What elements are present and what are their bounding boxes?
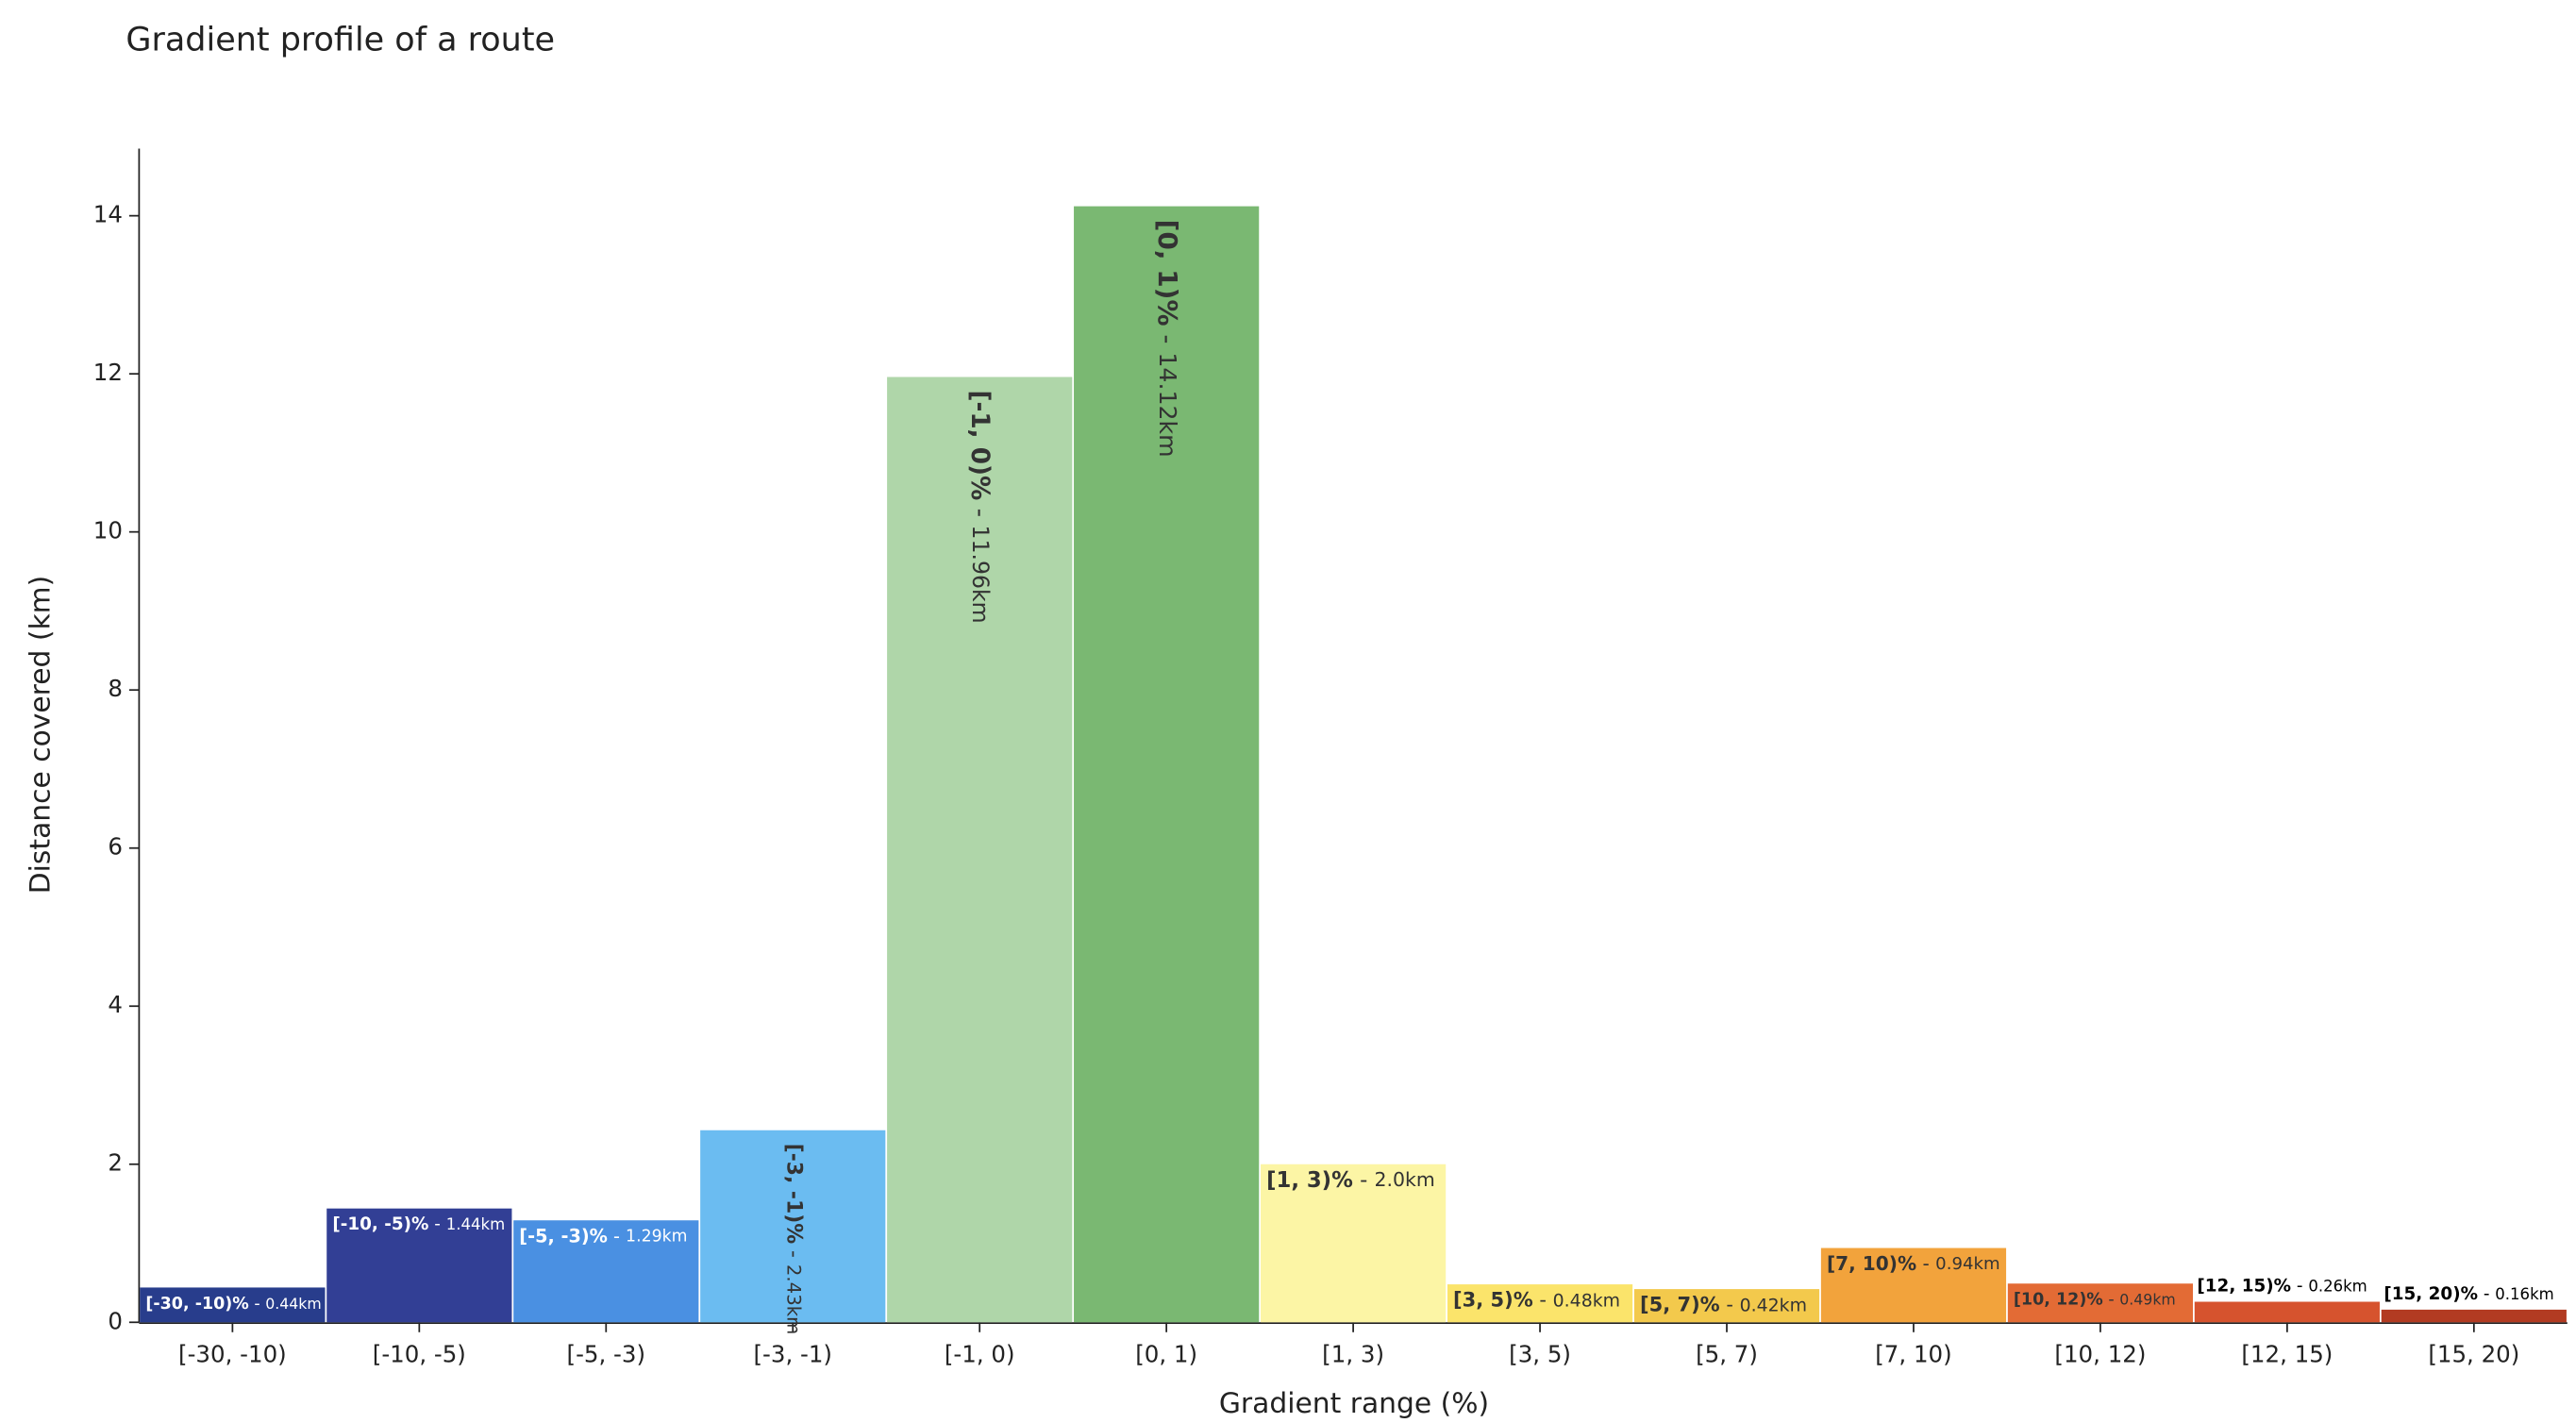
data-label: [3, 5)% - 0.48km xyxy=(1453,1289,1620,1312)
x-tick-label: [-30, -10) xyxy=(178,1340,287,1367)
data-label-separator: - xyxy=(781,1244,805,1264)
data-label-range: [0, 1)% xyxy=(1152,220,1183,326)
data-label-range: [-5, -3)% xyxy=(519,1225,608,1247)
data-label-range: [5, 7)% xyxy=(1640,1294,1720,1316)
data-label-value: 0.48km xyxy=(1553,1290,1620,1311)
data-label-separator: - xyxy=(1152,326,1183,353)
data-label: [5, 7)% - 0.42km xyxy=(1640,1294,1807,1316)
data-label: [15, 20)% - 0.16km xyxy=(2384,1284,2553,1304)
data-label: [1, 3)% - 2.0km xyxy=(1266,1168,1435,1193)
data-label: [-30, -10)% - 0.44km xyxy=(145,1294,321,1314)
data-label-separator: - xyxy=(2103,1291,2119,1310)
data-label-separator: - xyxy=(1533,1289,1553,1312)
data-label-range: [-30, -10)% xyxy=(145,1295,248,1314)
y-tick-label: 10 xyxy=(93,517,123,544)
data-label-separator: - xyxy=(1916,1252,1935,1275)
data-label-value: 0.16km xyxy=(2495,1285,2553,1303)
data-label-range: [12, 15)% xyxy=(2197,1277,2291,1297)
data-label-range: [3, 5)% xyxy=(1453,1289,1533,1312)
bar xyxy=(2194,1301,2380,1323)
y-axis-title: Distance covered (km) xyxy=(25,576,58,894)
y-tick-label: 2 xyxy=(108,1149,123,1177)
y-tick-label: 6 xyxy=(108,833,123,861)
data-label-range: [-1, 0)% xyxy=(966,391,995,501)
bar xyxy=(326,1208,512,1323)
data-label-value: 0.44km xyxy=(265,1294,321,1312)
data-label-value: 11.96km xyxy=(968,525,995,623)
bar xyxy=(1074,206,1260,1323)
x-axis-title: Gradient range (%) xyxy=(1219,1387,1489,1420)
data-label-value: 0.42km xyxy=(1740,1295,1807,1315)
data-label-separator: - xyxy=(249,1295,265,1314)
y-tick-label: 12 xyxy=(93,359,123,386)
data-label-range: [7, 10)% xyxy=(1827,1252,1916,1275)
data-label-value: 2.0km xyxy=(1375,1168,1435,1191)
x-tick-label: [15, 20) xyxy=(2428,1340,2519,1367)
data-label-range: [-10, -5)% xyxy=(332,1214,428,1234)
bar xyxy=(513,1220,699,1323)
x-tick-label: [10, 12) xyxy=(2054,1340,2146,1367)
data-label: [10, 12)% - 0.49km xyxy=(2014,1290,2176,1310)
bar xyxy=(2381,1309,2567,1323)
data-label-separator: - xyxy=(1353,1168,1375,1193)
x-tick-label: [0, 1) xyxy=(1135,1340,1197,1367)
data-label-separator: - xyxy=(1720,1294,1740,1316)
data-label-value: 0.94km xyxy=(1935,1254,1999,1274)
bar xyxy=(2007,1283,2194,1323)
x-tick-label: [5, 7) xyxy=(1696,1340,1758,1367)
data-label: [-5, -3)% - 1.29km xyxy=(519,1225,687,1247)
bar xyxy=(887,377,1073,1323)
x-tick-label: [3, 5) xyxy=(1509,1340,1571,1367)
bar xyxy=(1261,1164,1447,1323)
bar xyxy=(700,1130,886,1323)
data-label-separator: - xyxy=(428,1214,445,1234)
data-label-separator: - xyxy=(2291,1277,2308,1297)
chart-title: Gradient profile of a route xyxy=(125,22,555,59)
data-label: [7, 10)% - 0.94km xyxy=(1827,1252,2000,1275)
data-label-value: 1.29km xyxy=(626,1228,687,1247)
data-label: [-1, 0)% - 11.96km xyxy=(966,391,995,624)
data-label: [0, 1)% - 14.12km xyxy=(1152,220,1183,458)
data-label-range: [-3, -1)% xyxy=(781,1144,805,1244)
data-label-separator: - xyxy=(608,1225,626,1247)
x-tick-label: [-10, -5) xyxy=(373,1340,466,1367)
y-tick-label: 4 xyxy=(108,991,123,1018)
data-label-range: [1, 3)% xyxy=(1266,1168,1353,1193)
y-tick-label: 8 xyxy=(108,675,123,702)
y-tick-label: 14 xyxy=(93,201,123,228)
data-label: [-10, -5)% - 1.44km xyxy=(332,1214,505,1234)
bar xyxy=(140,1287,326,1323)
data-label-value: 14.12km xyxy=(1154,352,1181,457)
data-label: [-3, -1)% - 2.43km xyxy=(781,1144,805,1335)
data-label-range: [15, 20)% xyxy=(2384,1284,2478,1304)
x-tick-label: [12, 15) xyxy=(2241,1340,2333,1367)
data-label: [12, 15)% - 0.26km xyxy=(2197,1277,2367,1297)
bar xyxy=(1820,1247,2007,1323)
data-label-value: 1.44km xyxy=(446,1215,505,1233)
y-tick-label: 0 xyxy=(108,1307,123,1334)
data-label-separator: - xyxy=(2478,1284,2495,1304)
data-label-value: 2.43km xyxy=(783,1264,805,1334)
x-tick-label: [7, 10) xyxy=(1875,1340,1951,1367)
x-tick-label: [-1, 0) xyxy=(945,1340,1015,1367)
bar xyxy=(1633,1289,1820,1323)
x-tick-label: [-5, -3) xyxy=(567,1340,646,1367)
data-label-value: 0.26km xyxy=(2308,1277,2367,1295)
data-label-value: 0.49km xyxy=(2119,1290,2175,1308)
data-label-range: [10, 12)% xyxy=(2014,1291,2103,1310)
bar xyxy=(1447,1284,1633,1323)
x-tick-label: [1, 3) xyxy=(1322,1340,1384,1367)
x-tick-label: [-3, -1) xyxy=(753,1340,832,1367)
data-label-separator: - xyxy=(966,500,995,525)
